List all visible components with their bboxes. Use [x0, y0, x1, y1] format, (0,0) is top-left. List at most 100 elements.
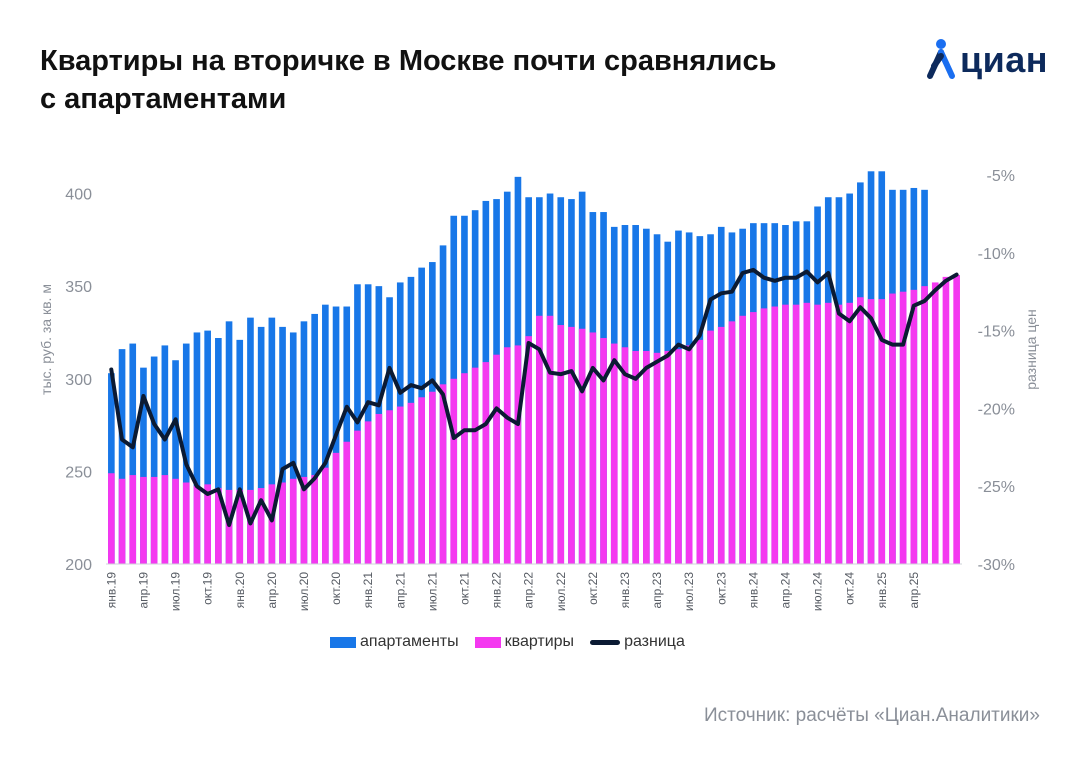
x-tick-label: окт.23: [714, 572, 728, 605]
bar-flats: [108, 473, 115, 564]
x-tick-label: июл.19: [169, 572, 183, 611]
chart-title-line1: Квартиры на вторичке в Москве почти срав…: [40, 45, 777, 77]
bar-flats: [578, 328, 586, 564]
legend-label-diff: разница: [624, 633, 685, 650]
x-tick-label: окт.20: [329, 572, 343, 605]
bar-flats: [589, 332, 597, 564]
y-tick-label: 200: [65, 557, 92, 574]
brand-logo: циан: [924, 34, 1048, 84]
bar-apartments: [343, 306, 351, 564]
x-tick-label: апр.25: [907, 572, 921, 609]
chart-title-line2: с апартаментами: [40, 83, 287, 115]
bar-flats: [867, 299, 875, 564]
bar-flats: [803, 302, 811, 564]
bar-flats: [364, 421, 372, 564]
legend-label-apartments: апартаменты: [360, 633, 459, 650]
bar-flats: [921, 286, 928, 564]
y-axis-label: тыс. руб. за кв. м: [38, 284, 54, 395]
bar-flats: [739, 315, 746, 564]
source-note: Источник: расчёты «Циан.Аналитики»: [703, 705, 1040, 726]
bar-flats: [247, 489, 254, 564]
legend-item-flats: квартиры: [474, 633, 575, 651]
legend-label-flats: квартиры: [504, 633, 575, 650]
bar-flats: [461, 373, 468, 564]
bar-flats: [664, 350, 672, 564]
bar-flats: [332, 452, 340, 564]
bar-flats: [889, 293, 896, 564]
bar-flats: [643, 350, 650, 564]
brand-name: циан: [960, 39, 1049, 80]
bar-apartments: [182, 343, 190, 564]
bar-flats: [150, 476, 158, 564]
bar-apartments: [257, 326, 265, 564]
x-tick-label: янв.20: [233, 572, 247, 609]
bar-flats: [824, 302, 832, 564]
bar-flats: [728, 321, 736, 564]
bar-flats: [717, 326, 725, 564]
y2-tick-label: -20%: [978, 401, 1015, 418]
bar-flats: [172, 478, 179, 564]
x-tick-label: апр.20: [265, 572, 279, 609]
bar-apartments: [268, 317, 276, 564]
x-tick-label: июл.21: [425, 572, 439, 611]
y-tick-label: 300: [65, 372, 92, 389]
y2-tick-label: -15%: [978, 324, 1015, 341]
bar-flats: [279, 482, 286, 564]
chart-title: Квартиры на вторичке в Москве почти срав…: [40, 42, 900, 118]
bar-flats: [760, 308, 768, 564]
x-tick-label: окт.19: [201, 572, 215, 605]
bar-apartments: [300, 321, 308, 564]
bar-apartments: [322, 304, 329, 564]
bar-flats: [568, 326, 575, 564]
bar-flats: [771, 306, 779, 564]
bar-flats: [311, 475, 318, 564]
y2-tick-label: -25%: [978, 479, 1015, 496]
bar-flats: [482, 362, 490, 564]
y2-tick-label: -30%: [978, 557, 1015, 574]
x-tick-label: янв.23: [618, 572, 632, 609]
bar-flats: [204, 484, 211, 564]
line-diff: [109, 267, 959, 528]
bar-flats: [953, 275, 960, 564]
bar-flats: [782, 304, 789, 564]
x-tick-label: апр.23: [650, 572, 664, 609]
bar-apartments: [129, 343, 137, 564]
bar-apartments: [247, 317, 254, 564]
x-tick-label: июл.24: [811, 572, 825, 611]
bar-flats: [610, 343, 618, 564]
x-tick-label: янв.24: [746, 572, 760, 609]
bar-flats: [215, 488, 222, 564]
bar-flats: [236, 489, 244, 564]
bar-flats: [193, 486, 201, 564]
bar-flats: [525, 336, 532, 564]
bar-flats: [268, 484, 276, 564]
bar-flats: [750, 312, 757, 564]
bar-flats: [407, 402, 415, 564]
bar-flats: [129, 475, 137, 564]
bar-flats: [910, 289, 918, 564]
x-tick-label: янв.21: [361, 572, 375, 609]
x-tick-label: июл.20: [297, 572, 311, 611]
bar-flats: [375, 413, 383, 564]
bar-flats: [632, 350, 639, 564]
x-tick-label: окт.24: [843, 572, 857, 605]
x-tick-label: июл.23: [682, 572, 696, 611]
bar-apartments: [279, 326, 286, 564]
bar-flats: [878, 299, 886, 564]
legend-item-diff: разница: [590, 633, 685, 651]
legend-item-apartments: апартаменты: [330, 633, 459, 651]
bar-flats: [536, 315, 543, 564]
y2-tick-label: -5%: [987, 168, 1015, 185]
bar-flats: [354, 430, 361, 564]
bar-flats: [439, 384, 447, 564]
bar-flats: [557, 325, 565, 564]
bar-flats: [696, 339, 704, 564]
bar-apartments: [215, 338, 222, 564]
bar-flats: [546, 315, 554, 564]
x-tick-label: янв.25: [875, 572, 889, 609]
bar-flats: [471, 367, 479, 564]
bar-apartments: [140, 367, 147, 564]
bar-flats: [450, 378, 458, 564]
legend-swatch-flats: [474, 636, 501, 648]
bar-flats: [396, 406, 404, 564]
